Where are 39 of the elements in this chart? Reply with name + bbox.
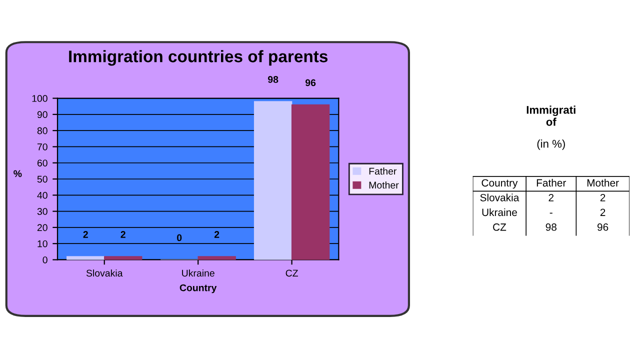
x-tick-label: Ukraine <box>182 269 214 277</box>
y-tick-label: 100 <box>32 95 48 102</box>
y-tick-label: 0 <box>42 256 48 264</box>
legend-label: Mother <box>369 181 399 189</box>
x-tick-label: Slovakia <box>86 269 123 277</box>
data-label: 2 <box>214 231 220 238</box>
y-tick-label: 20 <box>37 224 48 232</box>
text: 96 <box>597 223 608 231</box>
y-tick-label: 10 <box>38 240 48 248</box>
data-label: 2 <box>120 231 126 238</box>
chart-title: Immigration countries of parents <box>69 50 328 66</box>
y-tick-label: 80 <box>37 127 48 134</box>
y-axis-title: % <box>14 170 22 178</box>
y-tick-label: 60 <box>37 160 48 166</box>
x-axis-title: Country <box>180 284 217 294</box>
text: Slovakia <box>480 194 520 202</box>
text: Mother <box>587 178 619 187</box>
y-tick-label: 50 <box>37 176 48 183</box>
y-tick-label: 70 <box>37 143 48 150</box>
text: 98 <box>546 223 556 231</box>
text: CZ <box>493 223 506 231</box>
text: Immigrati of <box>526 106 576 126</box>
text: - <box>550 212 552 214</box>
data-label: 0 <box>177 234 182 242</box>
y-tick-label: 30 <box>37 208 48 215</box>
data-label: 96 <box>305 79 316 86</box>
x-tick-label: CZ <box>286 270 298 277</box>
text: 2 <box>548 194 554 202</box>
legend-label: Father <box>369 168 397 175</box>
text: Ukraine <box>482 208 517 216</box>
y-tick-label: 90 <box>37 111 48 118</box>
data-label: 98 <box>268 76 278 83</box>
text: 2 <box>600 194 606 202</box>
data-label: 2 <box>83 231 88 238</box>
text: Country <box>482 179 518 189</box>
text: Father <box>536 178 566 187</box>
y-tick-label: 40 <box>37 192 48 199</box>
text: (in %) <box>537 140 565 150</box>
text: 2 <box>600 208 606 216</box>
